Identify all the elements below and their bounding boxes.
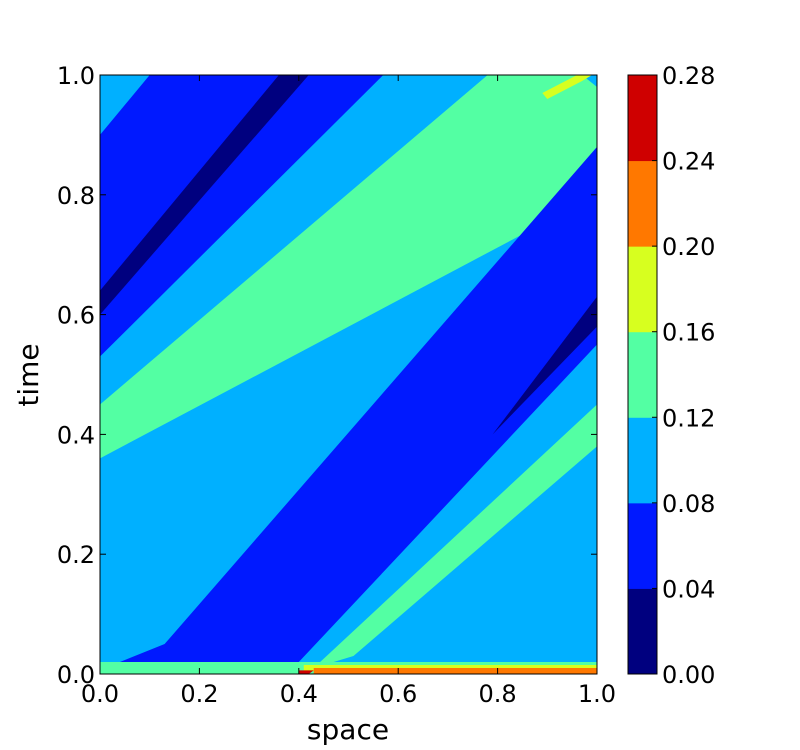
x-tick-label: 0.2 (180, 680, 218, 708)
colorbar-segment (628, 160, 657, 247)
colorbar-tick-label: 0.24 (662, 148, 715, 176)
contour-region-6 (492, 296, 597, 435)
colorbar-tick-label: 0.28 (662, 62, 715, 90)
x-tick-label: 1.0 (578, 680, 616, 708)
contour-region-7 (313, 404, 597, 669)
colorbar-tick-label: 0.00 (662, 661, 715, 689)
contour-region-4 (542, 75, 593, 99)
y-tick-label: 0.0 (57, 661, 95, 689)
y-axis: 0.0 0.2 0.4 0.6 0.8 1.0 (57, 62, 597, 689)
colorbar-segment (628, 246, 657, 333)
colorbar-tick-label: 0.20 (662, 233, 715, 261)
y-tick-label: 0.2 (57, 541, 95, 569)
x-axis: 0.0 0.2 0.4 0.6 0.8 1.0 (81, 75, 616, 708)
colorbar-tick-label: 0.04 (662, 575, 715, 603)
colorbar-segment (628, 331, 657, 418)
x-tick-label: 0.6 (379, 680, 417, 708)
colorbar-tick-label: 0.16 (662, 319, 715, 347)
colorbar-frame (627, 74, 658, 675)
y-tick-label: 1.0 (57, 62, 95, 90)
contour-region-2 (100, 75, 309, 315)
y-axis-label: time (12, 343, 45, 406)
plot-frame (99, 74, 598, 675)
colorbar-tick-label: 0.12 (662, 404, 715, 432)
contour-region-5 (119, 146, 597, 669)
contour-region-3 (100, 75, 597, 459)
x-tick-label: 0.8 (479, 680, 517, 708)
contour-regions (100, 75, 597, 674)
y-tick-label: 0.6 (57, 302, 95, 330)
contour-region-1 (100, 75, 384, 357)
colorbar-segment (628, 502, 657, 589)
colorbar-segment (628, 588, 657, 675)
x-tick-label: 0.4 (280, 680, 318, 708)
colorbar-tick-label: 0.08 (662, 490, 715, 518)
y-tick-label: 0.4 (57, 421, 95, 449)
contour-region-10 (313, 668, 597, 674)
x-tick-label: 0.0 (81, 680, 119, 708)
y-tick-label: 0.8 (57, 182, 95, 210)
x-axis-label: space (307, 713, 389, 746)
colorbar-segment (628, 417, 657, 504)
colorbar-segment (628, 75, 657, 162)
contour-region-11 (298, 670, 314, 674)
colorbar: 0.00 0.04 0.08 0.12 0.16 0.20 0.24 0.28 (627, 62, 715, 689)
